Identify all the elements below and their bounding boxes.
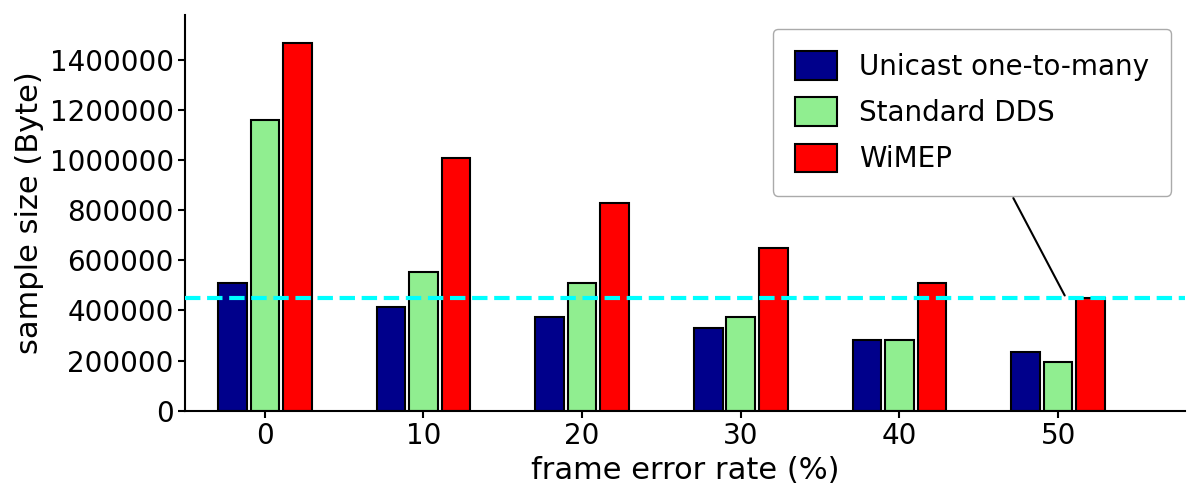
Bar — [251, 120, 280, 410]
X-axis label: frame error rate (%): frame error rate (%) — [530, 456, 840, 485]
Bar — [1076, 298, 1105, 410]
Bar — [568, 283, 596, 410]
Bar — [760, 248, 787, 410]
Bar — [600, 203, 629, 410]
Bar — [1012, 352, 1040, 410]
Bar — [283, 42, 312, 410]
Text: sample size needed
for LIDAR sample: sample size needed for LIDAR sample — [857, 132, 1133, 296]
Legend: Unicast one-to-many, Standard DDS, WiMEP: Unicast one-to-many, Standard DDS, WiMEP — [773, 29, 1171, 196]
Y-axis label: sample size (Byte): sample size (Byte) — [16, 72, 44, 354]
Bar — [694, 328, 722, 410]
Bar — [726, 316, 755, 410]
Bar — [918, 283, 947, 410]
Bar — [886, 340, 913, 410]
Bar — [853, 340, 881, 410]
Bar — [409, 272, 438, 410]
Bar — [218, 283, 246, 410]
Bar — [1044, 362, 1073, 410]
Bar — [377, 306, 406, 410]
Bar — [535, 316, 564, 410]
Bar — [442, 158, 470, 410]
